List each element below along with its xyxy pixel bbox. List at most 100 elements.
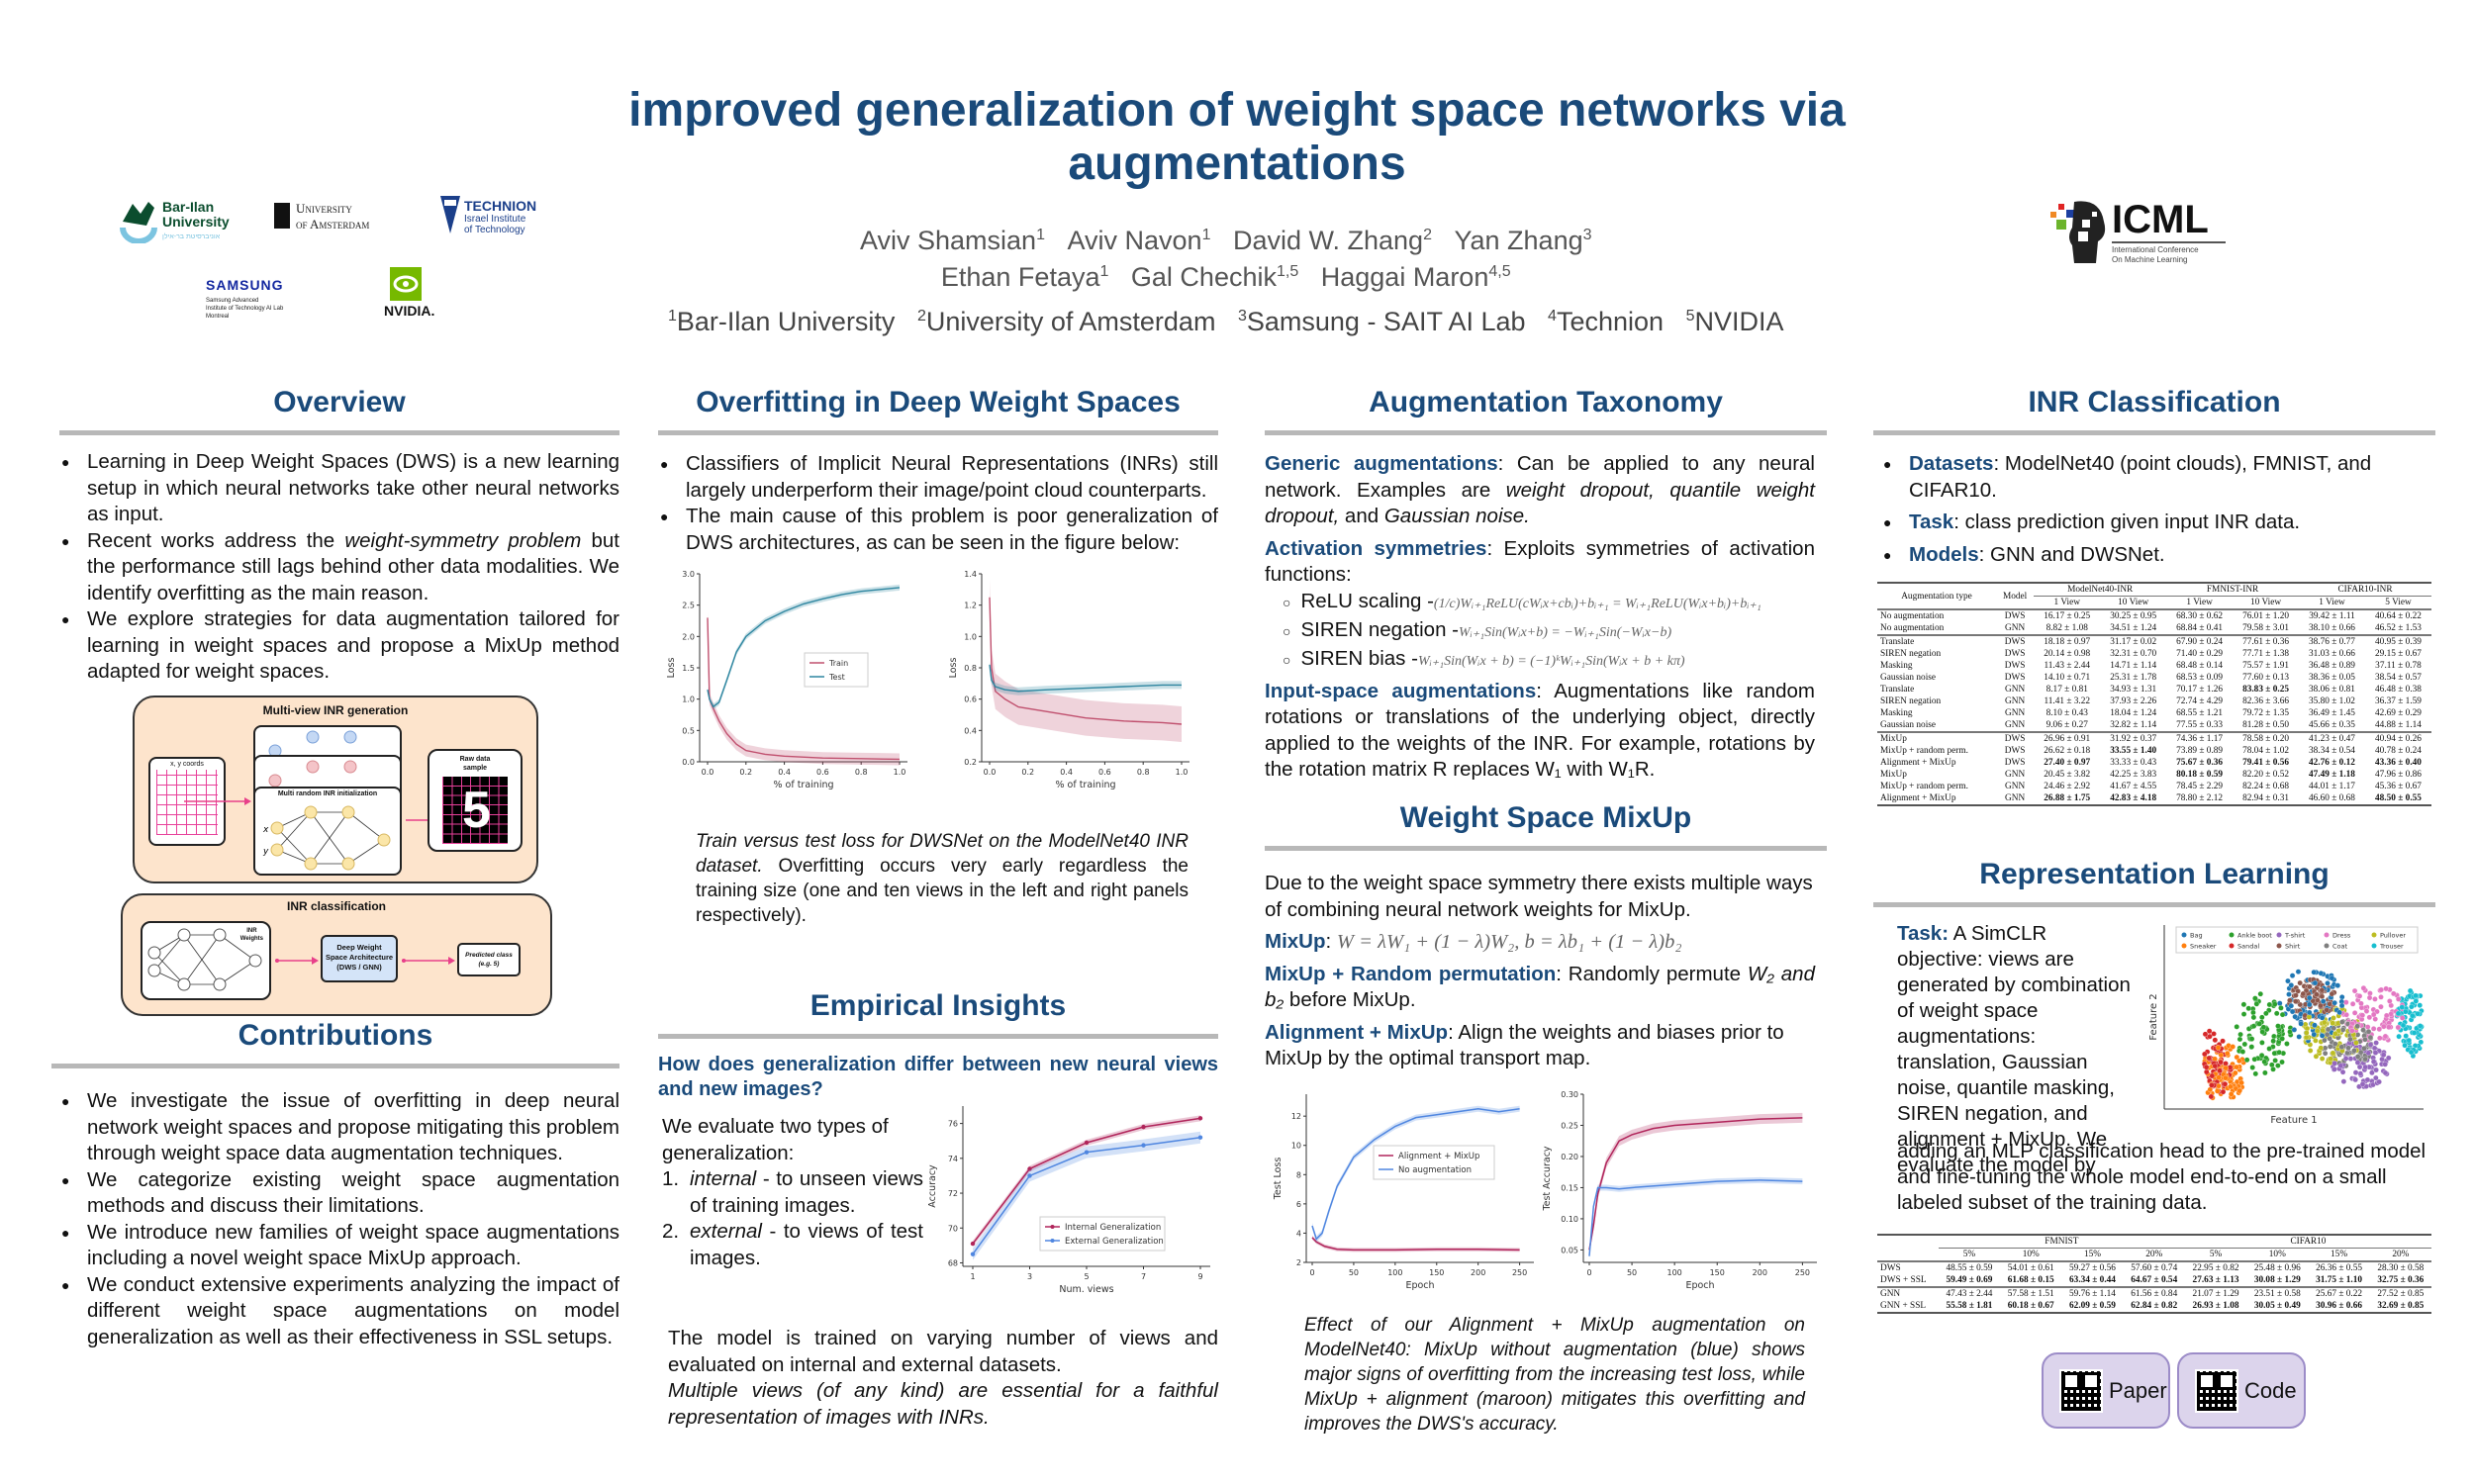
section-divider xyxy=(59,430,619,435)
table-row: MixUp + random perm. DWS 26.62 ± 0.18 33.55… xyxy=(1880,746,2422,756)
scatter-point xyxy=(2327,1001,2332,1007)
scatter-point xyxy=(2385,1055,2392,1062)
contributions-bullets: We investigate the issue of overfitting … xyxy=(51,1088,619,1350)
scatter-point xyxy=(2240,1001,2247,1008)
scatter-point xyxy=(2365,1050,2372,1057)
data-point xyxy=(970,1241,976,1247)
scatter-point xyxy=(2222,1080,2229,1087)
scatter-point xyxy=(2216,1074,2222,1080)
section-heading: Augmentation Taxonomy xyxy=(1369,386,1723,418)
mlp-network-icon: x y xyxy=(262,805,391,870)
affiliation-number: 3 xyxy=(1237,308,1247,325)
y-tick-label: 0.2 xyxy=(964,758,977,767)
scatter-point xyxy=(2322,1050,2329,1057)
scatter-point xyxy=(2331,999,2337,1006)
scatter-point xyxy=(2269,1062,2275,1068)
scatter-point xyxy=(2238,1079,2244,1086)
inr-classification-section: INR Classification Datasets: ModelNet40 … xyxy=(1873,381,2435,806)
table-row: Alignment + MixUp DWS 27.40 ± 0.97 33.33 ± … xyxy=(1880,758,2422,768)
y-tick-label: 1.4 xyxy=(964,570,977,579)
scatter-point xyxy=(2248,1036,2255,1042)
scatter-point xyxy=(2211,1031,2217,1037)
scatter-point xyxy=(2258,1053,2265,1059)
legend-label: No augmentation xyxy=(1398,1165,1472,1175)
scatter-point xyxy=(2288,1002,2295,1009)
scatter-point xyxy=(2395,1024,2402,1031)
series-line-train xyxy=(989,597,1183,725)
affiliation-name: Bar-Ilan University xyxy=(676,307,896,336)
scatter-point xyxy=(2332,1031,2338,1037)
scatter-point xyxy=(2263,1010,2269,1017)
scatter-point xyxy=(2250,1023,2257,1029)
table-header-row: Augmentation type Model ModelNet40-INR FMNI… xyxy=(1877,584,2431,602)
affiliation-name: Technion xyxy=(1556,307,1665,336)
contribution-bullet: We categorize existing weight space augm… xyxy=(59,1167,619,1220)
scatter-point xyxy=(2351,987,2358,994)
x-tick-label: 250 xyxy=(1512,1268,1527,1277)
scatter-point xyxy=(2266,1001,2273,1008)
table-row: Alignment + MixUp GNN 26.88 ± 1.75 42.83 ± … xyxy=(1880,793,2422,803)
mixup-random-permutation: MixUp + Random permutation: Randomly per… xyxy=(1265,962,1815,1012)
scatter-point xyxy=(2293,998,2299,1004)
contribution-bullet: We investigate the issue of overfitting … xyxy=(59,1088,619,1167)
series-band-0 xyxy=(708,611,900,766)
y-tick-label: 8 xyxy=(1296,1170,1301,1179)
legend-label: Trouser xyxy=(2379,943,2404,951)
legend-label: T-shirt xyxy=(2284,932,2306,940)
scatter-point xyxy=(2413,992,2419,999)
predicted-class-box: Predicted class (e.g. 5) xyxy=(457,942,521,976)
scatter-point xyxy=(2349,1001,2356,1007)
paper-link-button[interactable]: Paper xyxy=(2042,1352,2170,1429)
section-divider xyxy=(658,430,1218,435)
x-axis-label: Epoch xyxy=(1685,1280,1714,1291)
section-heading: Contributions xyxy=(238,1019,433,1052)
series-band-0 xyxy=(990,579,1182,742)
scatter-point xyxy=(2370,1011,2377,1018)
poster-title: improved generalization of weight space … xyxy=(628,84,1846,190)
x-axis-label: Num. views xyxy=(1059,1284,1113,1295)
scatter-point xyxy=(2376,1078,2382,1085)
scatter-point xyxy=(2330,1050,2336,1057)
affiliation-name: NVIDIA xyxy=(1694,307,1784,336)
scatter-point xyxy=(2357,1070,2363,1076)
scatter-point xyxy=(2371,1045,2378,1052)
scatter-point xyxy=(2351,1048,2357,1054)
table-row: Gaussian noise GNN 9.06 ± 0.27 32.82 ± 1.14… xyxy=(1880,720,2422,730)
section-divider xyxy=(658,1034,1218,1039)
scatter-point xyxy=(2203,1068,2210,1075)
affiliations: 1Bar-Ilan University 2University of Amst… xyxy=(594,307,1880,337)
dws-architecture-box: Deep Weight Space Architecture (DWS / GN… xyxy=(321,934,398,982)
scatter-point xyxy=(2236,1058,2242,1065)
legend-label: Sneaker xyxy=(2190,943,2217,951)
author-name: Gal Chechik xyxy=(1130,262,1277,292)
scatter-point xyxy=(2319,993,2326,999)
scatter-point xyxy=(2367,1042,2374,1048)
scatter-point xyxy=(2319,1014,2326,1021)
scatter-point xyxy=(2307,983,2313,990)
scatter-point xyxy=(2312,1022,2318,1028)
scatter-point xyxy=(2253,1001,2260,1007)
scatter-point xyxy=(2325,1026,2331,1033)
technion-logo: TECHNION Israel Institute of Technology xyxy=(438,194,557,243)
scatter-point xyxy=(2209,1072,2216,1079)
code-link-button[interactable]: Code xyxy=(2177,1352,2306,1429)
affiliation-number: 1 xyxy=(667,308,677,325)
scatter-point xyxy=(2399,1015,2406,1021)
scatter-point xyxy=(2351,1010,2358,1016)
scatter-point xyxy=(2361,1046,2367,1052)
table-group-header: CIFAR10-INR xyxy=(2299,584,2431,597)
legend-label: Dress xyxy=(2332,932,2351,940)
x-tick-label: 0 xyxy=(1586,1268,1591,1277)
mixup-definition: MixUp: W = λW₁ + (1 − λ)W₂, b = λb₁ + (1… xyxy=(1265,930,1682,953)
scatter-point xyxy=(2202,1051,2208,1058)
representation-finetune-text: adding an MLP classification head to the… xyxy=(1897,1140,2426,1214)
y-tick-label: 0.20 xyxy=(1561,1152,1578,1160)
series-line-test xyxy=(989,664,1182,693)
representation-task: Task: A SimCLR objective: views are gene… xyxy=(1897,922,2131,1176)
scatter-point xyxy=(2206,1055,2213,1062)
scatter-point xyxy=(2382,1033,2389,1040)
x-tick-label: 0.4 xyxy=(778,768,791,777)
bar-ilan-emblem-icon xyxy=(120,202,157,243)
table-row: Translate DWS 18.18 ± 0.97 31.17 ± 0.02 67.9… xyxy=(1877,635,2431,648)
scatter-point xyxy=(2212,1063,2219,1069)
